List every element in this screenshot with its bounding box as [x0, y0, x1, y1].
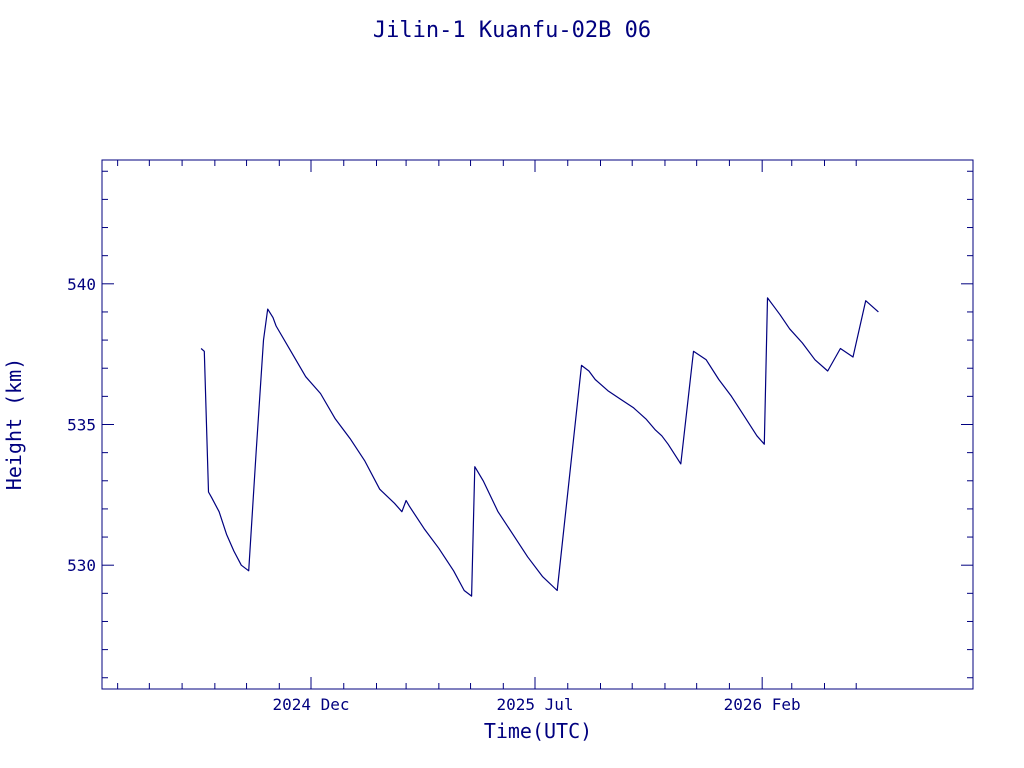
x-tick-label: 2026 Feb: [724, 695, 801, 714]
y-tick-label: 530: [67, 556, 96, 575]
chart-title: Jilin-1 Kuanfu-02B 06: [373, 18, 651, 43]
plot-frame: [101, 159, 974, 690]
height-series-line: [200, 297, 879, 597]
ticks-layer: [102, 160, 973, 689]
x-axis-title: Time(UTC): [484, 719, 592, 743]
tick-labels-layer: 530 535 540 2024 Dec 2025 Jul 2026 Feb: [67, 275, 801, 714]
y-tick-label: 535: [67, 416, 96, 435]
y-axis-title: Height (km): [2, 358, 26, 490]
x-tick-label: 2024 Dec: [272, 695, 349, 714]
y-tick-label: 540: [67, 275, 96, 294]
x-tick-label: 2025 Jul: [496, 695, 573, 714]
